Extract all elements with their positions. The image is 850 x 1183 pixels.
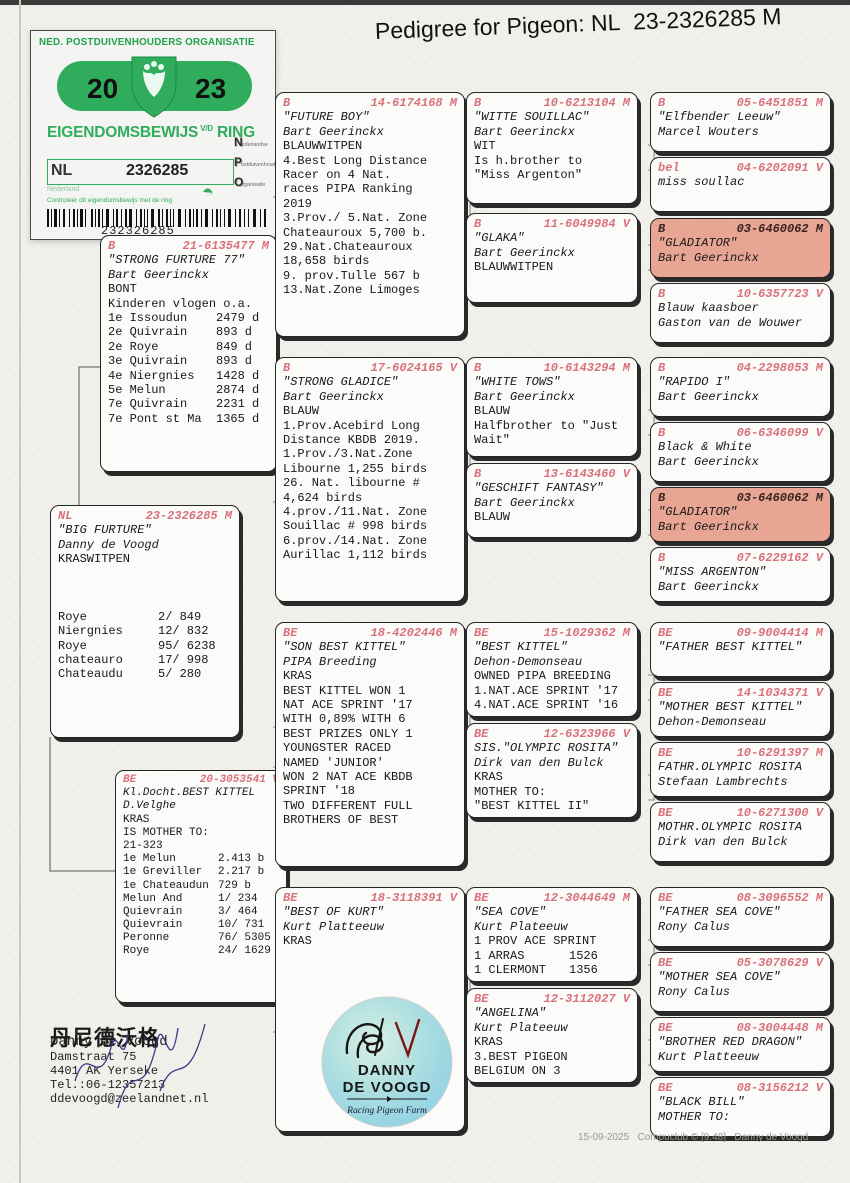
svg-text:DANNY: DANNY (358, 1062, 416, 1079)
svg-text:DE VOOGD: DE VOOGD (343, 1079, 432, 1096)
svg-text:Racing Pigeon Farm: Racing Pigeon Farm (346, 1106, 427, 1116)
svg-text:20: 20 (87, 73, 118, 104)
svg-text:23: 23 (195, 73, 226, 104)
